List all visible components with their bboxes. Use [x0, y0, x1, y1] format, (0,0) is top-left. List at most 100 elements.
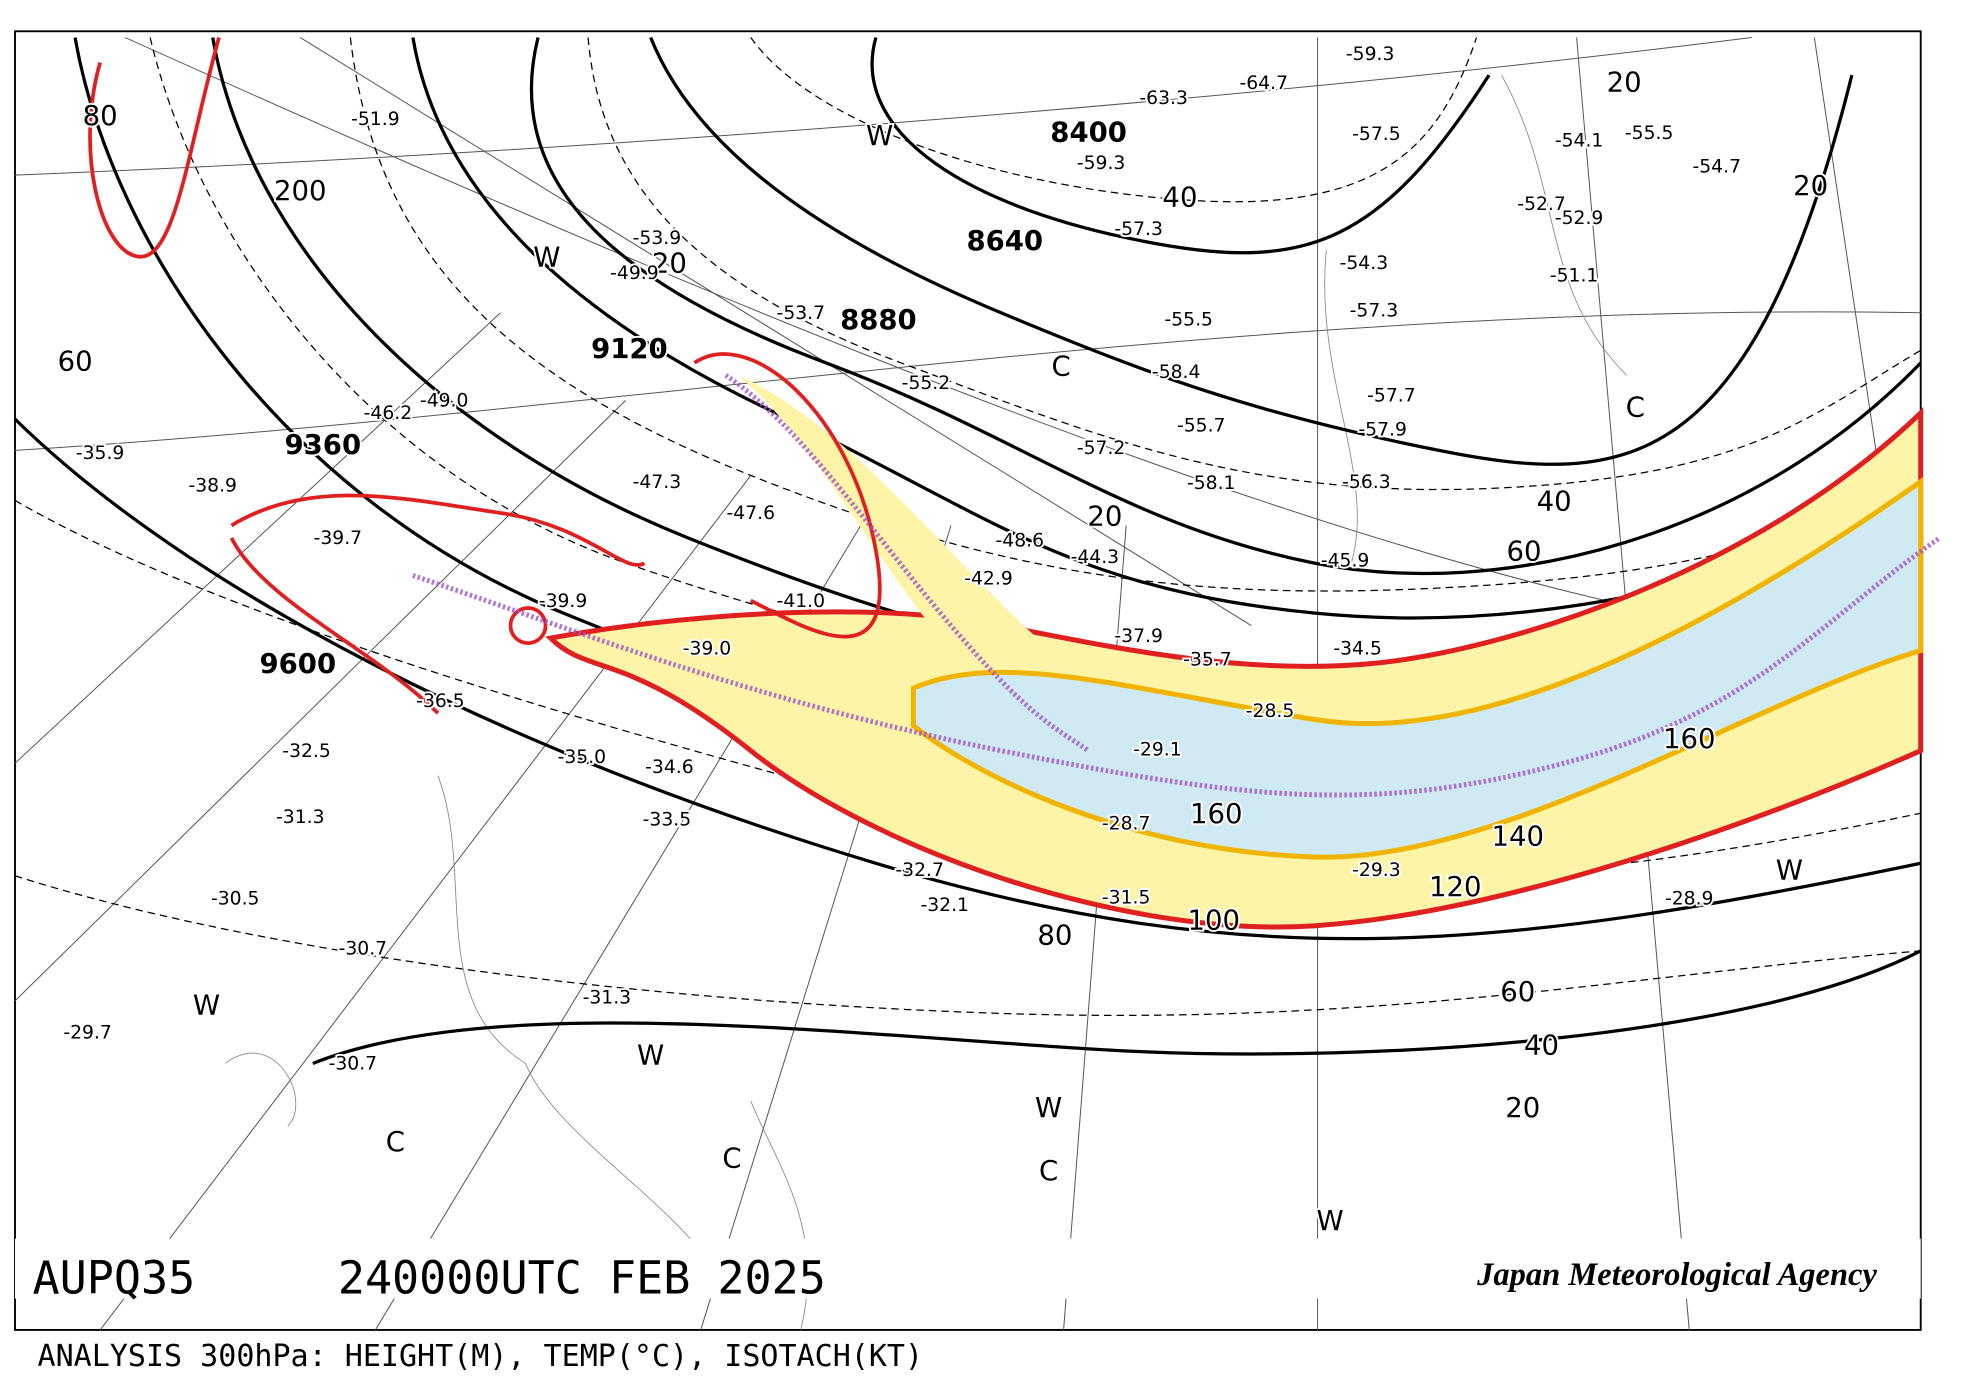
temperature-label: -39.0 — [683, 638, 732, 659]
isotach-label: 160 — [1663, 723, 1716, 755]
jet-branch — [738, 375, 1052, 651]
temperature-label: -55.7 — [1177, 416, 1226, 437]
temperature-label: -57.3 — [1114, 219, 1163, 240]
pressure-center: W — [1316, 1205, 1343, 1237]
temperature-label: -54.3 — [1340, 253, 1389, 274]
temperature-label: -34.5 — [1333, 638, 1382, 659]
temperature-label: -51.1 — [1550, 266, 1599, 287]
pressure-center: C — [1626, 392, 1645, 424]
temperature-label: -59.3 — [1346, 44, 1395, 65]
temperature-label: -35.9 — [76, 443, 125, 464]
temperature-label: -44.3 — [1071, 547, 1120, 568]
temperature-label: -41.0 — [777, 591, 826, 612]
temperature-label: -37.9 — [1114, 626, 1163, 647]
temperature-label: -48.6 — [996, 531, 1045, 552]
isotach-label: 200 — [274, 175, 327, 207]
temperature-label: -64.7 — [1240, 73, 1289, 94]
height-label: 8640 — [966, 225, 1043, 257]
isotach-label: 100 — [1187, 905, 1240, 937]
temperature-label: -49.9 — [610, 263, 659, 284]
temperature-label: -56.3 — [1342, 472, 1391, 493]
footer-band — [15, 1238, 1921, 1299]
height-label: 9120 — [591, 333, 668, 365]
caption: ANALYSIS 300hPa: HEIGHT(M), TEMP(°C), IS… — [38, 1339, 924, 1374]
height-label: 9360 — [285, 429, 362, 461]
labels: 8400 8640 8880 9120 9360 9600 20 20 20 20 20 40 40 40… — [56, 42, 1830, 1239]
temperature-label: -30.7 — [329, 1054, 378, 1075]
height-label: 9600 — [260, 648, 337, 680]
temperature-label: -55.5 — [1164, 309, 1213, 330]
red-outline — [88, 37, 882, 715]
temperature-label: -29.3 — [1352, 860, 1401, 881]
isotach-label: 20 — [1505, 1092, 1540, 1124]
pressure-center: W — [533, 241, 560, 273]
isotach-label: 20 — [1793, 170, 1828, 202]
isotach-label: 160 — [1190, 798, 1243, 830]
temperature-label: -52.7 — [1517, 194, 1566, 215]
pressure-center: W — [193, 990, 220, 1022]
temperature-label: -53.9 — [633, 228, 682, 249]
temperature-label: -33.5 — [643, 810, 692, 831]
isotach-label: 60 — [1500, 976, 1535, 1008]
temperature-label: -57.2 — [1077, 438, 1126, 459]
temperature-label: -31.3 — [276, 807, 325, 828]
isotach-label: 20 — [1607, 66, 1642, 98]
temperature-label: -52.9 — [1555, 208, 1604, 229]
temperature-label: -55.2 — [902, 373, 951, 394]
isotach-label: 20 — [652, 248, 687, 280]
temperature-label: -35.7 — [1183, 650, 1232, 671]
temperature-label: -59.3 — [1077, 153, 1126, 174]
temperature-label: -31.3 — [583, 987, 632, 1008]
temperature-label: -54.1 — [1555, 130, 1604, 151]
temperature-label: -57.5 — [1352, 124, 1401, 145]
temperature-label: -46.2 — [364, 403, 413, 424]
pressure-center: W — [1776, 855, 1803, 887]
temperature-label: -53.7 — [777, 303, 826, 324]
temperature-label: -58.1 — [1187, 473, 1236, 494]
isotach-label: 140 — [1492, 821, 1545, 853]
temperature-label: -32.5 — [282, 741, 331, 762]
pressure-center: W — [866, 120, 893, 152]
temperature-label: -58.4 — [1152, 362, 1201, 383]
temperature-label: -57.9 — [1358, 419, 1407, 440]
temperature-label: -42.9 — [964, 568, 1013, 589]
isotach-label: 60 — [1507, 536, 1542, 568]
height-label: 8400 — [1050, 116, 1127, 148]
jet-core-140kt — [910, 476, 1924, 860]
temperature-label: -38.9 — [188, 476, 237, 497]
temperature-label: -32.7 — [895, 860, 944, 881]
isotach-label: 80 — [1037, 920, 1072, 952]
isotach-label: 60 — [58, 345, 93, 377]
pressure-center: W — [637, 1040, 664, 1072]
purple-axis — [412, 373, 1941, 798]
temperature-label: -28.7 — [1102, 813, 1151, 834]
temperature-label: -57.3 — [1350, 301, 1399, 322]
temperature-label: -28.9 — [1665, 889, 1714, 910]
pressure-center: W — [1035, 1092, 1062, 1124]
temperature-label: -29.1 — [1133, 740, 1182, 761]
temperature-label: -57.7 — [1367, 386, 1416, 407]
temperature-label: -34.6 — [645, 757, 694, 778]
temperature-label: -35.0 — [558, 747, 607, 768]
isotach-label: 40 — [1162, 181, 1197, 213]
temperature-label: -39.9 — [539, 591, 588, 612]
temperature-label: -63.3 — [1139, 88, 1188, 109]
jet-stream — [88, 37, 1941, 930]
isotach-label: 20 — [1087, 500, 1122, 532]
pressure-center: C — [386, 1126, 405, 1158]
valid-time: 240000UTC FEB 2025 — [338, 1252, 826, 1305]
isotach-label: 80 — [83, 100, 118, 132]
red-circle — [508, 606, 548, 645]
temperature-label: -36.5 — [416, 691, 465, 712]
isotach-label: 40 — [1537, 485, 1572, 517]
pressure-center: C — [1039, 1155, 1058, 1187]
height-label: 8880 — [840, 304, 917, 336]
pressure-center: C — [722, 1142, 741, 1174]
temperature-label: -29.7 — [63, 1022, 112, 1043]
temperature-label: -30.5 — [211, 889, 260, 910]
isotach-label: 120 — [1429, 871, 1482, 903]
temperature-label: -49.0 — [420, 391, 469, 412]
temperature-label: -47.6 — [727, 503, 776, 524]
